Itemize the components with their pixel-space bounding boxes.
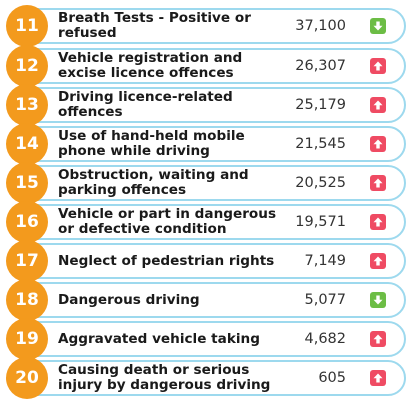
offence-count: 19,571	[295, 214, 346, 230]
rank-badge: 20	[6, 357, 48, 399]
offence-count: 25,179	[295, 97, 346, 113]
offence-count: 37,100	[295, 18, 346, 34]
rank-badge: 13	[6, 84, 48, 126]
list-item: 17 Neglect of pedestrian rights 7,149	[6, 240, 406, 282]
offence-count: 26,307	[295, 58, 346, 74]
rank-badge: 16	[6, 201, 48, 243]
offence-count: 21,545	[295, 136, 346, 152]
rank-badge: 17	[6, 240, 48, 282]
offence-label: Dangerous driving	[58, 291, 200, 308]
list-item: 12 Vehicle registration and excise licen…	[6, 45, 406, 87]
arrow-up-icon	[370, 58, 386, 74]
offence-label: Driving licence-related offences	[58, 89, 233, 120]
offence-label: Use of hand-held mobile phone while driv…	[58, 128, 245, 159]
offence-label: Neglect of pedestrian rights	[58, 252, 275, 269]
list-item: 18 Dangerous driving 5,077	[6, 279, 406, 321]
arrow-down-icon	[370, 292, 386, 308]
rank-badge: 12	[6, 45, 48, 87]
arrow-up-icon	[370, 214, 386, 230]
arrow-up-icon	[370, 97, 386, 113]
offence-count: 5,077	[304, 292, 346, 308]
list-item: 20 Causing death or serious injury by da…	[6, 357, 406, 399]
offence-label: Breath Tests - Positive or refused	[58, 10, 251, 41]
offence-count: 605	[318, 370, 346, 386]
list-item: 14 Use of hand-held mobile phone while d…	[6, 123, 406, 165]
offence-count: 4,682	[304, 331, 346, 347]
offence-label: Aggravated vehicle taking	[58, 330, 260, 347]
offence-label: Vehicle registration and excise licence …	[58, 50, 243, 81]
list-item: 11 Breath Tests - Positive or refused 37…	[6, 5, 406, 47]
list-item: 16 Vehicle or part in dangerous or defec…	[6, 201, 406, 243]
arrow-down-icon	[370, 18, 386, 34]
list-item: 15 Obstruction, waiting and parking offe…	[6, 162, 406, 204]
offence-count: 7,149	[304, 253, 346, 269]
offence-label: Vehicle or part in dangerous or defectiv…	[58, 206, 277, 237]
list-item: 19 Aggravated vehicle taking 4,682	[6, 318, 406, 360]
rank-badge: 11	[6, 5, 48, 47]
rank-badge: 14	[6, 123, 48, 165]
rank-badge: 19	[6, 318, 48, 360]
arrow-up-icon	[370, 253, 386, 269]
rank-badge: 15	[6, 162, 48, 204]
arrow-up-icon	[370, 331, 386, 347]
arrow-up-icon	[370, 370, 386, 386]
list-item: 13 Driving licence-related offences 25,1…	[6, 84, 406, 126]
offence-count: 20,525	[295, 175, 346, 191]
arrow-up-icon	[370, 136, 386, 152]
offence-label: Causing death or serious injury by dange…	[58, 362, 271, 393]
rank-badge: 18	[6, 279, 48, 321]
arrow-up-icon	[370, 175, 386, 191]
offence-label: Obstruction, waiting and parking offence…	[58, 167, 249, 198]
